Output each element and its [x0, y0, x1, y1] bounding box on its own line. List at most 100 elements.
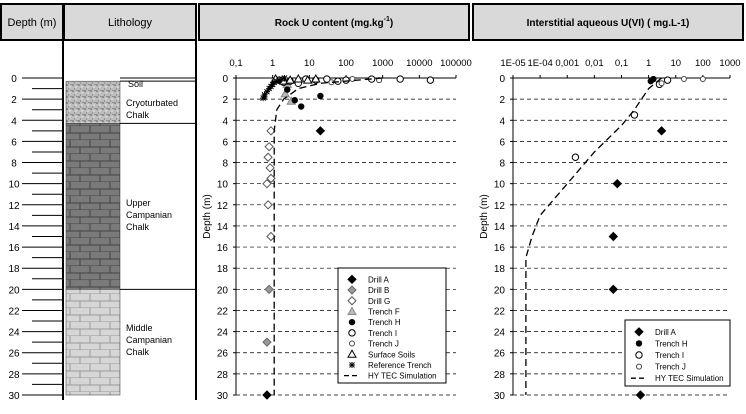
data-point: [647, 77, 654, 85]
series-drill-g: [262, 126, 276, 242]
lithology-label-cryoturbated: Chalk: [126, 110, 150, 120]
y-tick-label: 16: [494, 243, 506, 254]
data-point: [291, 96, 298, 104]
depth-tick-label: 26: [8, 349, 20, 360]
depth-tick-label: 20: [8, 285, 20, 296]
data-point: [315, 126, 326, 136]
y-tick-label: 8: [222, 159, 228, 170]
legend-swatch: [347, 274, 357, 285]
legend-label: Trench H: [368, 318, 401, 327]
depth-tick-label: 16: [8, 243, 20, 254]
x-tick-label: 10000: [406, 58, 432, 69]
x-tick-label: 0,1: [229, 58, 242, 69]
x-tick-label: 1: [270, 58, 275, 69]
legend-swatch: [634, 327, 644, 337]
data-point: [680, 76, 687, 83]
data-point: [608, 284, 619, 295]
data-point: [280, 88, 291, 98]
lithology-unit-dark-brick: [65, 123, 121, 290]
series-drill-a: [262, 126, 326, 400]
y-tick-label: 30: [217, 391, 229, 402]
header-rocku-box: [198, 3, 470, 41]
data-point: [263, 152, 273, 162]
data-point: [266, 173, 276, 184]
y-tick-label: 18: [217, 264, 229, 275]
series-line: [525, 77, 663, 395]
x-tick-label: 10: [304, 58, 315, 69]
y-tick-label: 28: [494, 370, 506, 381]
y-tick-label: 22: [494, 306, 506, 317]
legend-label: Drill B: [368, 286, 389, 295]
data-point: [612, 178, 623, 189]
depth-tick-label: 4: [11, 116, 17, 127]
y-tick-label: 10: [494, 180, 506, 191]
legend-swatch: [347, 285, 357, 295]
y-tick-label: 6: [499, 137, 505, 148]
series-trench-h: [647, 75, 657, 85]
legend-label: HY TEC Simulation: [368, 372, 437, 381]
data-point: [266, 126, 276, 136]
y-tick-label: 0: [499, 74, 505, 85]
x-tick-label: 1E-04: [527, 58, 552, 69]
y-tick-label: 12: [217, 201, 229, 212]
x-tick-label: 100: [695, 58, 711, 69]
y-tick-label: 12: [494, 201, 506, 212]
x-tick-label: 0,1: [615, 58, 628, 69]
legend-swatch: [635, 340, 643, 347]
y-tick-label: 14: [494, 222, 506, 233]
data-point: [302, 75, 313, 84]
data-point: [264, 284, 274, 295]
lithology-column: Soil Cryoturbated Chalk Upper Campanian Chalk…: [65, 77, 196, 396]
data-point: [263, 200, 273, 210]
data-point: [276, 77, 283, 84]
legend-swatch: [635, 351, 643, 359]
data-point: [297, 103, 305, 110]
depth-tick-label: 24: [8, 328, 20, 339]
depth-tick-label: 28: [8, 370, 20, 381]
header-lithology-box: [63, 3, 197, 41]
series-drill-b: [262, 284, 274, 347]
depth-tick-label: 6: [11, 137, 17, 148]
data-point: [264, 141, 274, 152]
lithology-unit-speckle: [65, 80, 121, 124]
legend-label: Trench I: [368, 329, 397, 338]
legend-label: Trench H: [655, 339, 688, 348]
header-interstitial-box: [472, 3, 744, 41]
depth-tick-label: 10: [8, 180, 20, 191]
series-trench-j: [658, 76, 706, 87]
data-point: [342, 76, 350, 84]
lithology-label-upper-campanian: Chalk: [126, 222, 150, 232]
y-tick-label: 4: [222, 116, 228, 127]
depth-tick-label: 30: [8, 391, 20, 402]
x-tick-label: 1: [646, 58, 651, 69]
data-point: [310, 74, 321, 83]
series-line: [273, 77, 383, 395]
data-point: [271, 79, 278, 86]
data-point: [261, 94, 268, 101]
series-reference-trench: [260, 75, 288, 102]
y-axis-label: Depth (m): [202, 194, 213, 238]
data-point: [263, 88, 270, 95]
series-drill-a: [608, 126, 667, 400]
depth-tick-label: 12: [8, 201, 20, 212]
y-tick-label: 8: [499, 159, 505, 170]
header-depth-box: [0, 3, 64, 41]
header-lithology: Lithology: [108, 17, 153, 29]
x-tick-label: 10: [670, 58, 681, 69]
legend-label: HY TEC Simulation: [655, 374, 724, 383]
series-hy-tec-simulation: [273, 77, 383, 395]
legend-swatch: [349, 340, 355, 347]
header-depth: Depth (m): [8, 17, 57, 29]
legend-label: Drill A: [655, 328, 677, 337]
data-point: [426, 76, 435, 84]
lithology-label-soil: Soil: [128, 79, 143, 89]
y-tick-label: 28: [217, 370, 229, 381]
header-interstitial: Interstitial aqueous U(VI) ( mg.L-1): [527, 18, 690, 29]
data-point: [663, 76, 672, 84]
x-tick-label: 100000: [440, 58, 472, 69]
y-tick-label: 6: [222, 137, 228, 148]
y-tick-label: 4: [499, 116, 505, 127]
series-hy-tec-simulation: [525, 77, 663, 395]
